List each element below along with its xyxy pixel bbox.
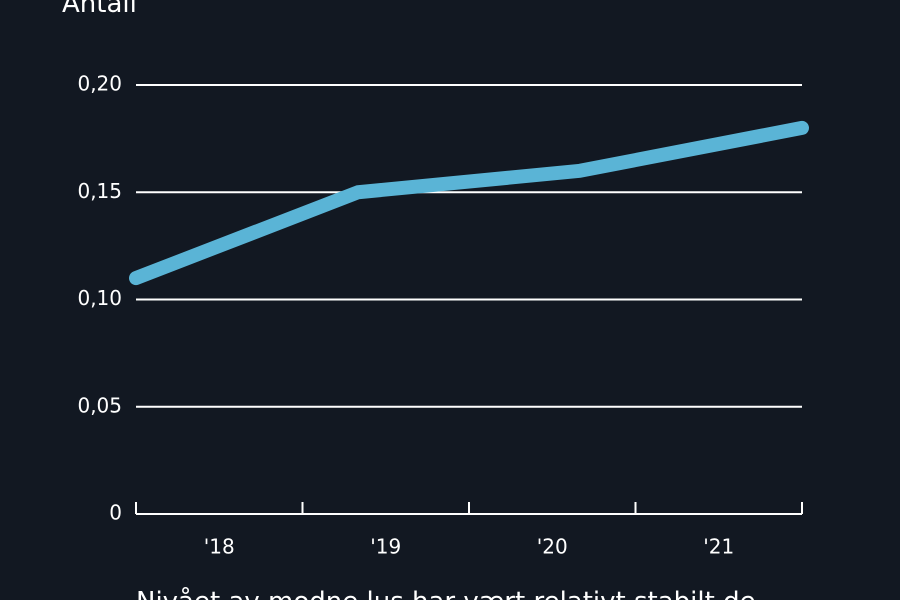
x-tick-label: '21: [703, 535, 734, 559]
x-tick-label: '19: [370, 535, 401, 559]
y-tick-label: 0,15: [77, 179, 122, 203]
x-tick-label: '20: [537, 535, 568, 559]
y-tick-label: 0,20: [77, 72, 122, 96]
line-series: [129, 120, 809, 286]
x-tick-label: '18: [204, 535, 235, 559]
y-tick-label: 0,05: [77, 393, 122, 417]
y-tick-label: 0,10: [77, 286, 122, 310]
axis-title: Antall: [62, 0, 137, 19]
y-tick-label: 0: [109, 501, 122, 525]
caption: Nivået av modne lus har vært relativt st…: [136, 586, 756, 600]
